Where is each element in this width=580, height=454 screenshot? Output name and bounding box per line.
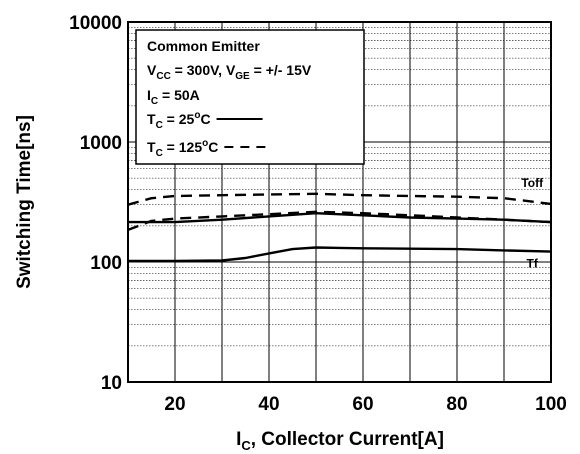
legend-entry-part: V [147, 62, 157, 78]
series-line [127, 192, 552, 206]
x-axis-label-sub: C [241, 438, 251, 453]
x-tick-label: 40 [258, 394, 279, 415]
legend-entry-part: C [200, 111, 210, 127]
series-line [127, 210, 552, 232]
curve-annotation: Toff [521, 176, 544, 190]
series-line [128, 211, 552, 224]
legend-entry-part: I [147, 87, 151, 103]
x-tick-label: 100 [535, 394, 567, 415]
x-axis-label: IC, Collector Current[A] [236, 429, 444, 453]
series-group [127, 192, 552, 263]
y-tick-label: 1000 [80, 133, 122, 154]
legend-entry-part: = 300V, V [171, 62, 236, 78]
legend-entry-part: C [156, 120, 163, 131]
plot-frame [127, 21, 552, 383]
legend-entry-text: TC = 25oC [147, 110, 211, 131]
legend-entry-part: T [147, 111, 156, 127]
x-axis-label-rest: , Collector Current[A] [251, 429, 444, 450]
legend-entry-text: TC = 125oC [147, 138, 218, 159]
y-tick-label: 10 [101, 373, 122, 394]
y-axis-label: Switching Time[ns] [14, 115, 35, 289]
y-tick-label: 100 [90, 253, 122, 274]
x-tick-labels: 20 40 60 80 100 [164, 394, 566, 415]
series-line [128, 246, 552, 263]
legend-entry-part: o [194, 110, 200, 121]
x-axis-label-main: I [236, 429, 241, 450]
legend-entry-part: C [156, 148, 163, 159]
legend-box [135, 29, 365, 165]
legend-entry-text: IC = 50A [147, 87, 200, 107]
annotations: Toff Tf [521, 176, 544, 270]
legend-entry-part: CC [156, 71, 170, 82]
legend-entry-part: = +/- 15V [250, 62, 312, 78]
x-tick-label: 20 [164, 394, 185, 415]
legend-entry-part: C [208, 139, 218, 155]
legend-entry-text: VCC = 300V, VGE = +/- 15V [147, 62, 312, 82]
x-tick-label: 80 [446, 394, 467, 415]
legend-entry-part: = 25 [163, 111, 195, 127]
legend-entry-part: = 125 [163, 139, 203, 155]
y-tick-labels: 10 100 1000 10000 [69, 13, 122, 394]
legend: Common Emitter VCC = 300V, VGE = +/- 15V… [135, 29, 365, 165]
curve-annotation: Tf [527, 256, 539, 270]
legend-entry-part: GE [235, 71, 250, 82]
legend-entry-part: C [151, 96, 158, 107]
legend-entry-part: = 50A [158, 87, 200, 103]
y-tick-label: 10000 [69, 13, 122, 34]
legend-entry-part: o [202, 138, 208, 149]
legend-entry-part: T [147, 139, 156, 155]
x-tick-label: 60 [352, 394, 373, 415]
legend-title: Common Emitter [147, 38, 260, 54]
